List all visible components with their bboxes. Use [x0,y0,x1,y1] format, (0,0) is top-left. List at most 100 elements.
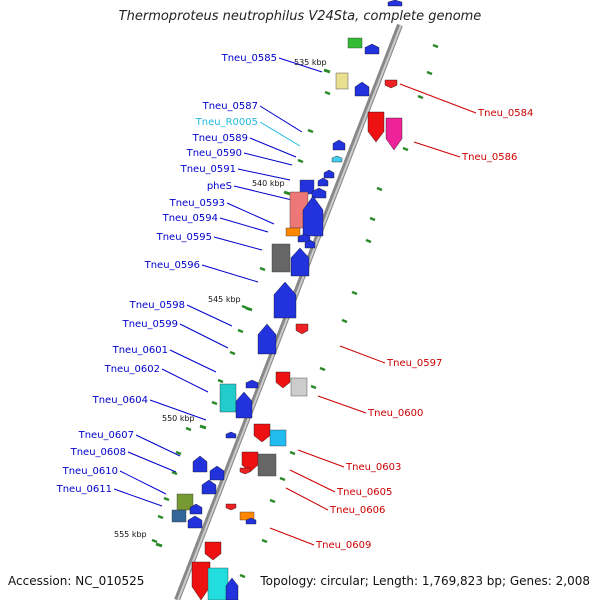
gene-feature[interactable] [235,391,253,419]
gene-feature[interactable] [257,323,277,355]
leader-line [249,137,297,158]
leader-line [135,434,181,457]
gene-feature[interactable] [354,81,370,97]
gene-feature[interactable] [290,247,310,277]
gene-label[interactable]: Tneu_0594 [162,213,218,224]
gene-feature[interactable] [317,177,329,187]
gene-feature[interactable] [275,371,291,389]
leader-line [113,488,163,507]
scale-label: 545 kbp [208,295,241,304]
gene-label[interactable]: Tneu_0597 [386,358,442,369]
leader-line [399,83,477,114]
gene-label[interactable]: Tneu_0609 [315,540,371,551]
tick-mark [211,400,218,406]
gene-label[interactable]: Tneu_0602 [104,364,160,375]
tick-mark [369,216,376,222]
leader-line [413,141,461,158]
scale-tick [245,306,253,312]
gene-feature[interactable] [241,451,259,473]
gene-label[interactable]: Tneu_0601 [112,345,168,356]
gene-feature[interactable] [285,227,301,237]
gene-feature[interactable] [257,453,277,477]
gene-feature[interactable] [385,117,403,151]
gene-feature[interactable] [225,577,239,600]
gene-label[interactable]: Tneu_0603 [345,462,401,473]
gene-feature[interactable] [171,509,187,523]
gene-feature[interactable] [384,79,398,89]
gene-label[interactable]: Tneu_0604 [92,395,148,406]
gene-feature[interactable] [367,111,385,143]
tick-mark [229,350,236,356]
gene-feature[interactable] [219,383,237,413]
gene-label[interactable]: Tneu_0606 [329,505,385,516]
gene-label[interactable]: Tneu_0587 [202,101,258,112]
gene-feature[interactable] [273,281,297,319]
gene-feature[interactable] [187,515,203,529]
gene-feature[interactable] [201,479,217,495]
gene-label[interactable]: Tneu_0595 [156,232,212,243]
tick-mark [175,450,182,456]
gene-label[interactable]: Tneu_0584 [477,108,533,119]
gene-feature[interactable] [239,467,251,475]
gene-label[interactable]: Tneu_0585 [221,53,277,64]
gene-label[interactable]: Tneu_0607 [78,430,134,441]
gene-feature[interactable] [192,455,208,473]
gene-label[interactable]: Tneu_0586 [461,152,517,163]
leader-line [233,185,293,201]
gene-feature[interactable] [331,155,343,163]
gene-label[interactable]: Tneu_0591 [180,164,236,175]
gene-label[interactable]: Tneu_0611 [56,484,112,495]
gene-feature[interactable] [209,465,225,481]
gene-feature[interactable] [332,139,346,151]
leader-line [297,449,345,468]
scale-label: 540 kbp [252,179,285,188]
gene-feature[interactable] [245,517,257,525]
gene-feature[interactable] [245,379,259,389]
scale-label: 555 kbp [114,530,147,539]
gene-feature[interactable] [204,541,222,561]
gene-feature[interactable] [364,43,380,55]
gene-feature[interactable] [189,503,203,515]
leader-line [119,470,167,495]
gene-label[interactable]: Tneu_0599 [122,319,178,330]
leader-line [219,217,269,233]
gene-label[interactable]: Tneu_0605 [336,487,392,498]
gene-label[interactable]: Tneu_0590 [186,148,242,159]
tick-mark [157,514,164,520]
gene-feature[interactable] [302,195,324,237]
gene-feature[interactable] [271,243,291,273]
gene-label[interactable]: Tneu_0593 [169,198,225,209]
gene-label[interactable]: Tneu_0610 [62,466,118,477]
gene-feature[interactable] [207,567,229,600]
tick-mark [376,186,383,192]
gene-feature[interactable] [253,423,271,443]
leader-line [127,451,177,473]
gene-feature[interactable] [295,323,309,335]
gene-feature[interactable] [387,0,403,7]
gene-feature[interactable] [323,169,335,179]
gene-feature[interactable] [304,239,316,249]
tick-mark [259,266,266,272]
gene-feature[interactable] [269,429,287,447]
leader-line [269,527,315,546]
gene-feature[interactable] [290,377,308,397]
gene-feature[interactable] [191,561,211,600]
tick-mark [297,158,304,164]
leader-line [186,304,233,327]
genome-summary-text: Topology: circular; Length: 1,769,823 bp… [260,574,590,588]
gene-feature[interactable] [335,72,349,90]
tick-mark [432,43,439,49]
tick-mark [426,70,433,76]
gene-feature[interactable] [347,37,363,49]
gene-feature[interactable] [225,431,237,439]
gene-label[interactable]: Tneu_R0005 [195,117,258,128]
gene-label[interactable]: pheS [207,181,232,192]
gene-feature[interactable] [225,503,237,511]
gene-label[interactable]: Tneu_0589 [192,133,248,144]
gene-label[interactable]: Tneu_0598 [129,300,185,311]
gene-label[interactable]: Tneu_0608 [70,447,126,458]
gene-label[interactable]: Tneu_0600 [367,408,423,419]
gene-label[interactable]: Tneu_0596 [144,260,200,271]
gene-feature[interactable] [311,187,327,199]
scale-tick [155,542,163,548]
